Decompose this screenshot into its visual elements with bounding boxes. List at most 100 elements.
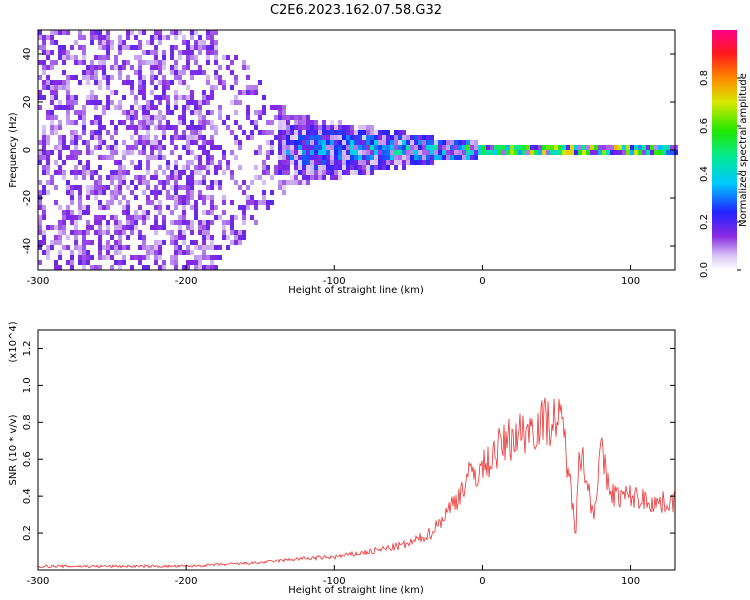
heatmap-cell (202, 195, 206, 200)
heatmap-cell (74, 40, 78, 45)
heatmap-cell (202, 220, 206, 225)
heatmap-cell (198, 165, 202, 170)
heatmap-cell (398, 160, 402, 165)
heatmap-cell (130, 230, 134, 235)
heatmap-cell (218, 145, 222, 150)
heatmap-cell (102, 185, 106, 190)
heatmap-cell (50, 60, 54, 65)
heatmap-cell (302, 170, 306, 175)
heatmap-cell (386, 130, 390, 135)
heatmap-cell (362, 160, 366, 165)
heatmap-cell (98, 235, 102, 240)
heatmap-cell (138, 90, 142, 95)
heatmap-cell (330, 150, 334, 155)
heatmap-cell (370, 170, 374, 175)
heatmap-cell (142, 115, 146, 120)
heatmap-cell (606, 150, 610, 155)
heatmap-cell (378, 150, 382, 155)
heatmap-cell (226, 115, 230, 120)
heatmap-cell (198, 155, 202, 160)
heatmap-cell (282, 130, 286, 135)
heatmap-cell (170, 150, 174, 155)
heatmap-cell (586, 145, 590, 150)
heatmap-cell (410, 150, 414, 155)
heatmap-cell (238, 140, 242, 145)
heatmap-cell (442, 155, 446, 160)
heatmap-cell (114, 140, 118, 145)
heatmap-cell (106, 205, 110, 210)
heatmap-cell (62, 245, 66, 250)
heatmap-cell (302, 140, 306, 145)
heatmap-cell (46, 165, 50, 170)
heatmap-cell (166, 160, 170, 165)
heatmap-cell (98, 255, 102, 260)
heatmap-cell (386, 135, 390, 140)
heatmap-cell (346, 130, 350, 135)
heatmap-cell (178, 195, 182, 200)
heatmap-cell (106, 225, 110, 230)
heatmap-cell (166, 110, 170, 115)
heatmap-cell (326, 135, 330, 140)
heatmap-cell (278, 105, 282, 110)
heatmap-cell (130, 265, 134, 270)
heatmap-cell (662, 145, 666, 150)
heatmap-cell (358, 140, 362, 145)
heatmap-cell (338, 150, 342, 155)
heatmap-cell (182, 50, 186, 55)
heatmap-cell (238, 235, 242, 240)
heatmap-cell (106, 95, 110, 100)
heatmap-cell (462, 150, 466, 155)
heatmap-cell (482, 145, 486, 150)
heatmap-cell (42, 165, 46, 170)
heatmap-cell (238, 165, 242, 170)
heatmap-cell (438, 150, 442, 155)
heatmap-cell (230, 100, 234, 105)
heatmap-cell (50, 90, 54, 95)
heatmap-cell (178, 235, 182, 240)
heatmap-cell (158, 70, 162, 75)
heatmap-cell (134, 55, 138, 60)
heatmap-cell (130, 255, 134, 260)
heatmap-cell (38, 230, 42, 235)
heatmap-cell (126, 245, 130, 250)
heatmap-cell (154, 190, 158, 195)
heatmap-cell (62, 70, 66, 75)
heatmap-cell (194, 240, 198, 245)
heatmap-cell (42, 210, 46, 215)
heatmap-cell (70, 190, 74, 195)
heatmap-cell (382, 140, 386, 145)
heatmap-cell (618, 150, 622, 155)
heatmap-cell (158, 140, 162, 145)
heatmap-cell (178, 115, 182, 120)
heatmap-cell (266, 140, 270, 145)
heatmap-cell (162, 260, 166, 265)
heatmap-cell (350, 170, 354, 175)
heatmap-cell (302, 150, 306, 155)
heatmap-cell (154, 255, 158, 260)
heatmap-cell (114, 250, 118, 255)
heatmap-cell (110, 170, 114, 175)
heatmap-cell (434, 145, 438, 150)
heatmap-cell (162, 185, 166, 190)
heatmap-cell (294, 120, 298, 125)
heatmap-cell (450, 140, 454, 145)
heatmap-cell (550, 150, 554, 155)
heatmap-cell (594, 150, 598, 155)
heatmap-cell (42, 70, 46, 75)
heatmap-cell (314, 160, 318, 165)
heatmap-cell (186, 140, 190, 145)
heatmap-cell (186, 195, 190, 200)
heatmap-cell (118, 165, 122, 170)
heatmap-cell (430, 140, 434, 145)
heatmap-cell (62, 50, 66, 55)
y-tick-label: 0.4 (22, 488, 33, 504)
heatmap-cell (190, 120, 194, 125)
heatmap-cell (142, 265, 146, 270)
heatmap-cell (282, 180, 286, 185)
heatmap-cell (402, 165, 406, 170)
heatmap-cell (602, 150, 606, 155)
heatmap-cell (154, 35, 158, 40)
heatmap-cell (330, 160, 334, 165)
heatmap-cell (322, 130, 326, 135)
heatmap-cell (270, 190, 274, 195)
